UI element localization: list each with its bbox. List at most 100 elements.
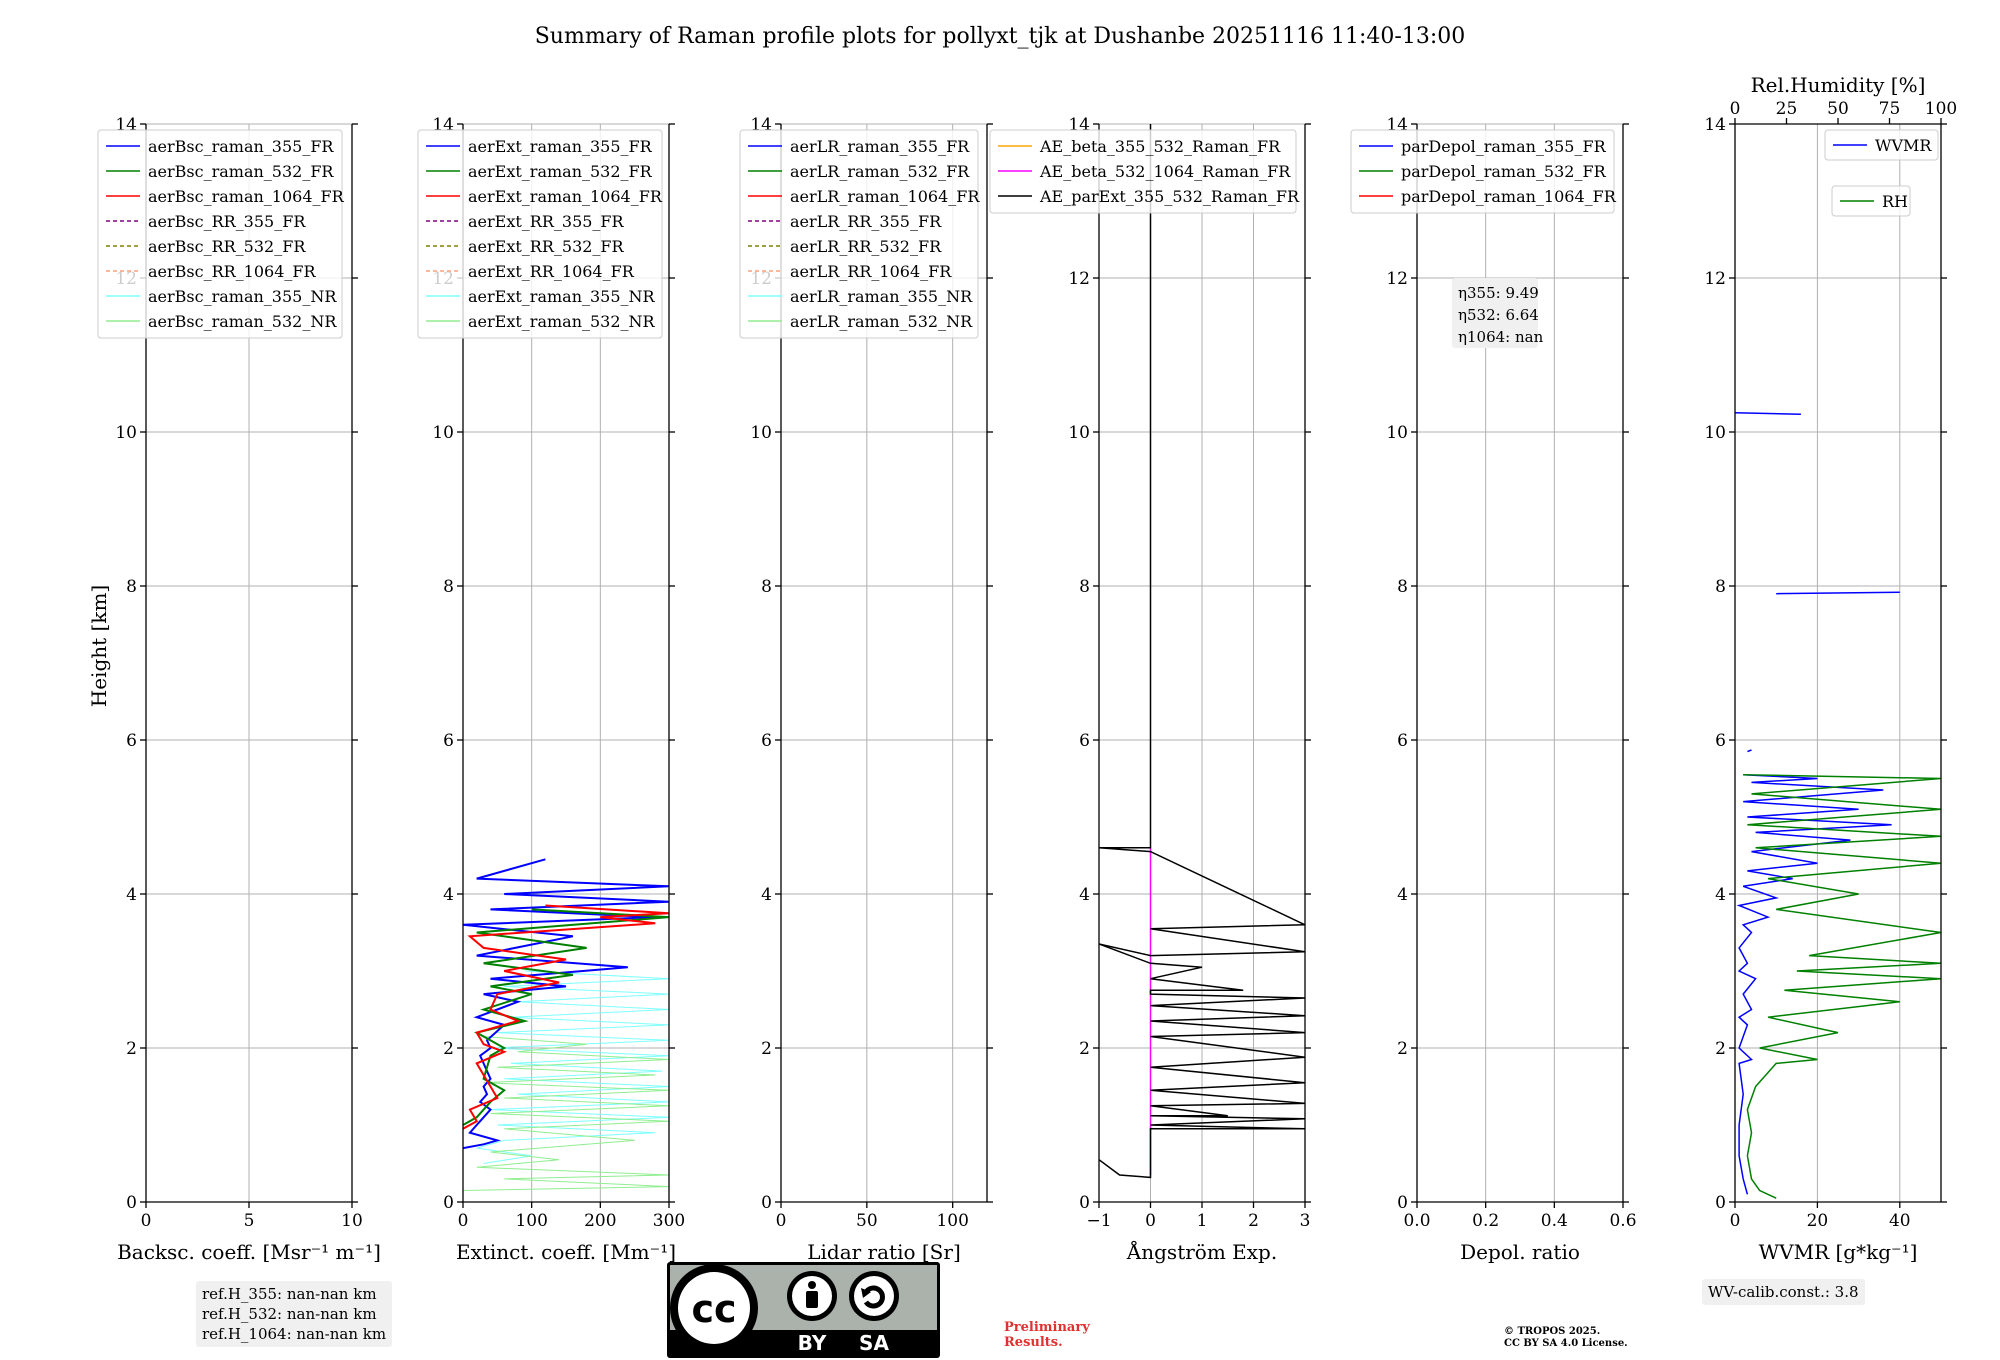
xtick-label-5: 5 — [244, 1211, 255, 1231]
wv-calibration-box: WV-calib.const.: 3.8 — [1702, 1279, 1865, 1305]
eta-box-bg — [1452, 278, 1538, 348]
legend-lr: aerLR_raman_355_FR aerLR_raman_532_FR aerL… — [739, 129, 980, 339]
ytick-label-2: 2 — [1079, 1039, 1090, 1059]
legend-label-aerExt_raman_355_FR: aerExt_raman_355_FR — [468, 137, 653, 156]
xtick-label-0.2: 0.2 — [1472, 1211, 1499, 1231]
xtick-label-40: 40 — [1889, 1211, 1911, 1231]
ytick-label-2: 2 — [126, 1039, 137, 1059]
legend-box — [1824, 129, 1939, 161]
ytick-label-8: 8 — [443, 577, 454, 597]
ytick-label-2: 2 — [1715, 1039, 1726, 1059]
ytick-label-6: 6 — [126, 731, 137, 751]
by-text: BY — [798, 1331, 827, 1355]
ytick-label-4: 4 — [761, 885, 772, 905]
preliminary-line-2: Results. — [1004, 1335, 1063, 1350]
legend-RH: RH — [1831, 185, 1911, 217]
ytick-label-8: 8 — [1715, 577, 1726, 597]
ytick-label-14: 14 — [1704, 115, 1726, 135]
legend-label-aerExt_RR_355_FR: aerExt_RR_355_FR — [468, 212, 625, 231]
x-axis-label: Lidar ratio [Sr] — [807, 1240, 961, 1264]
ref-height-355: ref.H_355: nan-nan km — [202, 1285, 377, 1303]
ytick-label-2: 2 — [761, 1039, 772, 1059]
legend-label-aerExt_RR_532_FR: aerExt_RR_532_FR — [468, 237, 625, 256]
figure-title: Summary of Raman profile plots for polly… — [535, 24, 1466, 49]
series-AE_parExt_355_532_Raman_FR — [1099, 124, 1305, 1179]
ytick-label-6: 6 — [443, 731, 454, 751]
xtick-label-2: 2 — [1248, 1211, 1259, 1231]
ref-height-1064: ref.H_1064: nan-nan km — [202, 1325, 387, 1343]
copyright-note: © TROPOS 2025. CC BY SA 4.0 License. — [1504, 1326, 1628, 1350]
xtick-label-300: 300 — [653, 1211, 685, 1231]
x-axis-label: Extinct. coeff. [Mm⁻¹] — [456, 1240, 676, 1264]
xtick-label-20: 20 — [1807, 1211, 1829, 1231]
ytick-label-4: 4 — [1715, 885, 1726, 905]
legend-label-aerBsc_RR_1064_FR: aerBsc_RR_1064_FR — [148, 262, 317, 281]
copyright-line-2: CC BY SA 4.0 License. — [1504, 1338, 1628, 1349]
series-RH — [1743, 773, 1941, 1199]
legend-label-aerBsc_RR_355_FR: aerBsc_RR_355_FR — [148, 212, 306, 231]
series-WVMR_upper3 — [1747, 749, 1752, 753]
eta-line-2: η1064: nan — [1458, 328, 1544, 346]
legend-label-aerLR_raman_532_FR: aerLR_raman_532_FR — [790, 162, 970, 181]
series-aerExt_raman_355_NR — [476, 970, 669, 1164]
ytick-label-0: 0 — [761, 1193, 772, 1213]
ytick-label-0: 0 — [126, 1193, 137, 1213]
xtick-label-0.6: 0.6 — [1609, 1211, 1636, 1231]
legend-label-aerBsc_raman_355_FR: aerBsc_raman_355_FR — [148, 137, 334, 156]
xtick-label-50: 50 — [856, 1211, 878, 1231]
preliminary-line-1: Preliminary — [1004, 1320, 1090, 1335]
ytick-label-0: 0 — [1079, 1193, 1090, 1213]
cc-by-sa-logo: cc BY SA — [667, 1262, 940, 1358]
ytick-label-6: 6 — [761, 731, 772, 751]
x-axis-label: WVMR [g*kg⁻¹] — [1759, 1240, 1918, 1264]
ytick-label-4: 4 — [1397, 885, 1408, 905]
top-xtick-label-50: 50 — [1827, 99, 1849, 119]
ytick-label-8: 8 — [126, 577, 137, 597]
legend-label-parDepol_raman_532_FR: parDepol_raman_532_FR — [1401, 162, 1607, 181]
legend-box — [97, 129, 343, 339]
legend-label-parDepol_raman_355_FR: parDepol_raman_355_FR — [1401, 137, 1607, 156]
legend-label-AE_parExt_355_532_Raman_FR: AE_parExt_355_532_Raman_FR — [1039, 187, 1300, 206]
legend-label: RH — [1882, 192, 1908, 211]
legend-bsc: aerBsc_raman_355_FR aerBsc_raman_532_FRae… — [97, 129, 345, 339]
xtick-label-0: 0 — [141, 1211, 152, 1231]
xtick-label-0: 0 — [776, 1211, 787, 1231]
x-axis-label: Ångström Exp. — [1126, 1239, 1277, 1264]
legend-label-aerExt_raman_355_NR: aerExt_raman_355_NR — [468, 287, 656, 306]
sa-text: SA — [859, 1331, 889, 1355]
ytick-label-12: 12 — [1068, 269, 1090, 289]
series-WVMR_upper1 — [1776, 591, 1900, 595]
legend-depol: parDepol_raman_355_FR parDepol_raman_532_… — [1350, 129, 1617, 214]
xtick-label-0: 0 — [458, 1211, 469, 1231]
reference-height-box: ref.H_355: nan-nan km ref.H_532: nan-nan… — [196, 1281, 393, 1347]
legend-label-AE_beta_355_532_Raman_FR: AE_beta_355_532_Raman_FR — [1039, 137, 1281, 156]
ytick-label-10: 10 — [750, 423, 772, 443]
legend-label-aerLR_raman_532_NR: aerLR_raman_532_NR — [790, 312, 973, 331]
panel-bsc: 024681012140510Backsc. coeff. [Msr⁻¹ m⁻¹… — [97, 115, 381, 1264]
eta-line-0: η355: 9.49 — [1458, 284, 1539, 302]
legend-label-aerLR_raman_355_NR: aerLR_raman_355_NR — [790, 287, 973, 306]
ytick-label-8: 8 — [761, 577, 772, 597]
top-xtick-label-25: 25 — [1776, 99, 1798, 119]
legend-label-aerExt_raman_532_NR: aerExt_raman_532_NR — [468, 312, 656, 331]
xtick-label-10: 10 — [341, 1211, 363, 1231]
legend-ae: AE_beta_355_532_Raman_FR AE_beta_532_1064… — [989, 129, 1300, 214]
legend-box — [739, 129, 979, 339]
ytick-label-6: 6 — [1079, 731, 1090, 751]
legend-label: WVMR — [1875, 136, 1932, 155]
top-xtick-label-100: 100 — [1925, 99, 1957, 119]
series-WVMR_upper2 — [1735, 412, 1801, 416]
legend-label-aerLR_RR_1064_FR: aerLR_RR_1064_FR — [790, 262, 952, 281]
ytick-label-8: 8 — [1079, 577, 1090, 597]
x-axis-label: Backsc. coeff. [Msr⁻¹ m⁻¹] — [117, 1240, 381, 1264]
xtick-label-100: 100 — [515, 1211, 547, 1231]
x-axis-label: Depol. ratio — [1460, 1240, 1580, 1264]
ytick-label-12: 12 — [1386, 269, 1408, 289]
top-xtick-label-0: 0 — [1730, 99, 1741, 119]
wv-calibration-text: WV-calib.const.: 3.8 — [1708, 1283, 1859, 1301]
ytick-label-4: 4 — [443, 885, 454, 905]
xtick-label-0: 0 — [1145, 1211, 1156, 1231]
